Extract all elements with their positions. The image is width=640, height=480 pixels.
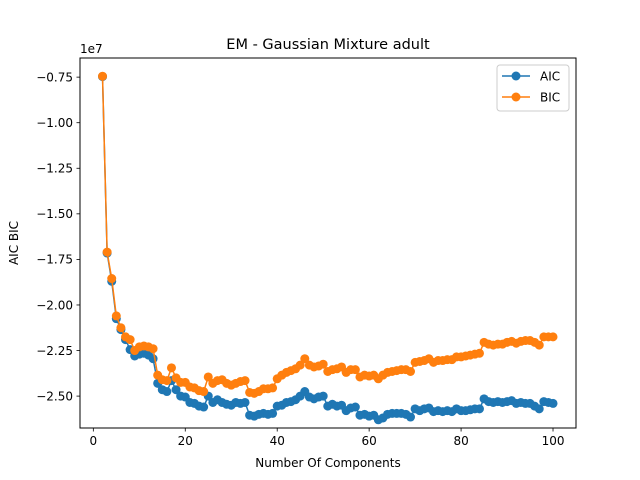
x-tick-label: 0 (90, 434, 98, 448)
data-point-bic (534, 340, 544, 350)
data-point-aic (318, 391, 328, 401)
y-tick-label: −2.00 (36, 298, 73, 312)
data-point-bic (268, 383, 278, 393)
y-tick-label: −1.50 (36, 207, 73, 221)
data-point-bic (125, 335, 135, 345)
y-tick-label: −0.75 (36, 70, 73, 84)
y-tick-label: −1.25 (36, 162, 73, 176)
x-axis-label: Number Of Components (255, 456, 400, 470)
data-point-bic (548, 332, 558, 342)
data-point-bic (474, 348, 484, 358)
data-point-bic (318, 359, 328, 369)
series-aic (98, 72, 558, 425)
x-axis-ticks: 0 20 40 60 80 100 (90, 428, 565, 448)
data-point-bic (295, 360, 305, 370)
data-point-bic (300, 354, 310, 364)
data-point-bic (350, 365, 360, 375)
y-tick-label: −2.50 (36, 389, 73, 403)
series-bic (98, 71, 558, 398)
y-offset-label: 1e7 (80, 42, 103, 56)
y-axis-label: AIC BIC (7, 221, 21, 265)
data-point-bic (98, 71, 108, 81)
data-point-aic (406, 412, 416, 422)
y-tick-label: −1.75 (36, 253, 73, 267)
legend-label-aic: AIC (540, 70, 560, 84)
y-tick-label: −2.25 (36, 344, 73, 358)
x-tick-label: 60 (362, 434, 377, 448)
data-point-aic (350, 402, 360, 412)
data-point-aic (548, 398, 558, 408)
data-point-bic (111, 311, 121, 321)
data-point-bic (102, 247, 112, 257)
data-point-aic (148, 354, 158, 364)
data-point-aic (171, 385, 181, 395)
chart-title: EM - Gaussian Mixture adult (226, 37, 430, 53)
data-point-aic (534, 404, 544, 414)
data-point-aic (474, 404, 484, 414)
data-point-aic (162, 387, 172, 397)
data-point-bic (148, 344, 158, 354)
x-tick-label: 80 (453, 434, 468, 448)
y-axis-ticks: −2.50 −2.25 −2.00 −1.75 −1.50 −1.25 −1.00 −0.75 (36, 70, 80, 403)
data-point-bic (107, 274, 117, 284)
data-point-aic (240, 397, 250, 407)
data-point-bic (162, 376, 172, 386)
x-tick-label: 20 (178, 434, 193, 448)
x-tick-label: 40 (270, 434, 285, 448)
data-point-bic (166, 363, 176, 373)
x-tick-label: 100 (542, 434, 565, 448)
legend-label-bic: BIC (540, 91, 560, 105)
legend-marker-bic (511, 92, 521, 102)
plot-frame (79, 57, 577, 429)
data-point-bic (199, 387, 209, 397)
data-point-bic (406, 367, 416, 376)
data-point-bic (240, 376, 250, 386)
series-layer (98, 71, 558, 425)
data-point-bic (203, 372, 213, 382)
data-point-bic (116, 323, 126, 333)
y-tick-label: −1.00 (36, 116, 73, 130)
legend-marker-aic (511, 71, 521, 81)
legend: AIC BIC (496, 64, 570, 112)
data-point-aic (199, 402, 209, 412)
data-point-aic (268, 408, 278, 418)
